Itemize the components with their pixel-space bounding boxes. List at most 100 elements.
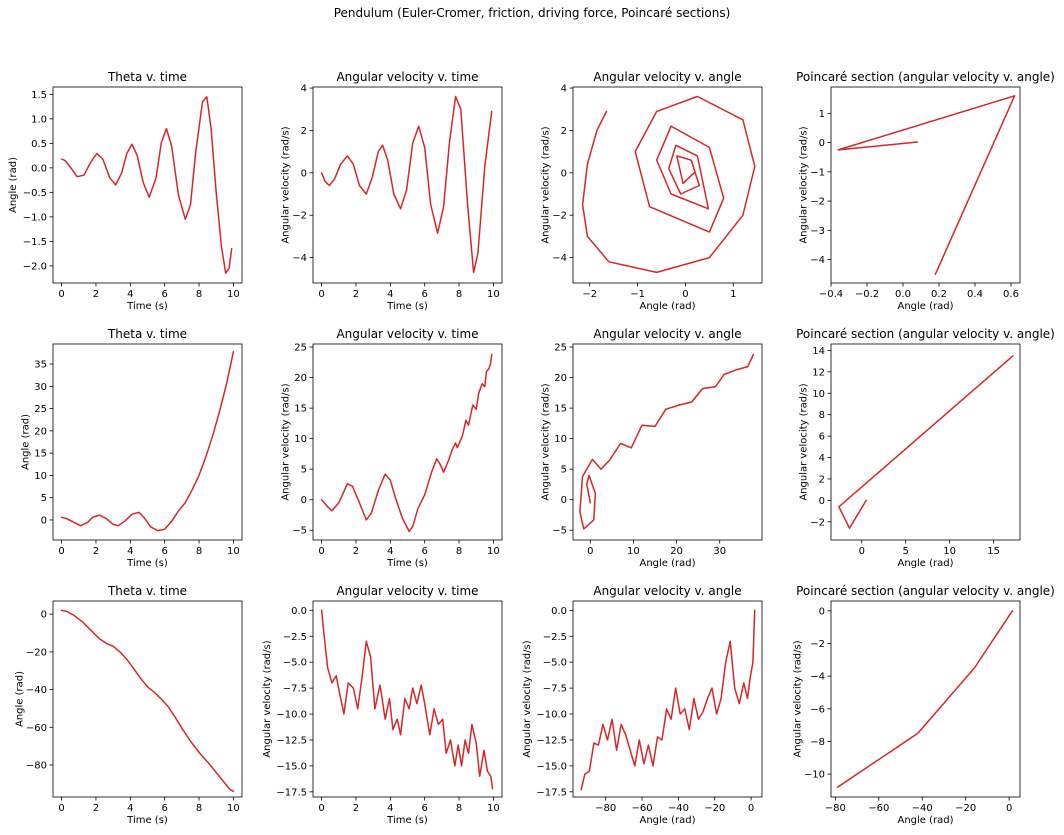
x-axis-label: Angle (rad) bbox=[639, 558, 695, 569]
x-tick-label: 4 bbox=[127, 803, 133, 814]
y-tick-label: −2 bbox=[292, 211, 307, 222]
y-axis-label: Angular velocity (rad/s) bbox=[541, 383, 552, 500]
x-tick-label: 0 bbox=[58, 803, 64, 814]
axes-frame bbox=[312, 600, 503, 798]
series-line bbox=[580, 609, 756, 791]
y-tick-label: −4 bbox=[292, 253, 307, 264]
y-tick-label: 0 bbox=[819, 606, 825, 617]
y-tick-label: 0 bbox=[561, 495, 567, 506]
x-tick-label: 5 bbox=[903, 546, 909, 557]
y-tick-label: 10 bbox=[294, 434, 307, 445]
y-tick-label: −7.5 bbox=[543, 684, 567, 695]
y-tick-label: 0 bbox=[301, 168, 307, 179]
y-tick-label: 4 bbox=[301, 84, 307, 95]
y-tick-label: 5 bbox=[41, 493, 47, 504]
axes-frame bbox=[52, 343, 243, 541]
subplot-title: Poincaré section (angular velocity v. an… bbox=[796, 327, 1055, 341]
subplot-title: Angular velocity v. time bbox=[336, 70, 478, 84]
x-tick-label: −40 bbox=[668, 803, 689, 814]
y-tick-label: 0.0 bbox=[551, 606, 567, 617]
y-tick-label: 5 bbox=[561, 465, 567, 476]
subplot-2-4: 0 5 10 15 −2 0 2 4 6 8 10 12 14 Poincaré section (ang… bbox=[796, 327, 1055, 569]
x-axis-label: Time (s) bbox=[126, 558, 168, 569]
x-tick-label: 10 bbox=[627, 546, 640, 557]
y-tick-label: 0 bbox=[819, 138, 825, 149]
y-tick-label: 10 bbox=[812, 389, 825, 400]
x-axis-label: Time (s) bbox=[386, 301, 428, 312]
y-tick-label: 0 bbox=[819, 496, 825, 507]
y-tick-label: 2 bbox=[561, 126, 567, 137]
x-tick-label: 10 bbox=[227, 289, 240, 300]
series-line bbox=[579, 353, 755, 530]
y-tick-label: −17.5 bbox=[276, 787, 307, 798]
y-tick-label: −5.0 bbox=[543, 658, 567, 669]
subplot-1-1: 0 2 4 6 8 10 −2.0 −1.5 −1.0 −0.5 0.0 0.5 1.0 1.5 Theta… bbox=[8, 70, 243, 312]
x-tick-label: 6 bbox=[161, 546, 167, 557]
x-tick-label: −20 bbox=[955, 803, 976, 814]
y-tick-label: 30 bbox=[34, 382, 47, 393]
x-tick-label: 8 bbox=[456, 289, 462, 300]
subplot-1-4: −0.4 −0.2 0.0 0.2 0.4 0.6 −4 −3 −2 −1 0 1 Poincaré s… bbox=[796, 70, 1055, 312]
y-tick-label: 14 bbox=[812, 346, 825, 357]
figure-title: Pendulum (Euler-Cromer, friction, drivin… bbox=[333, 6, 731, 20]
x-tick-label: 4 bbox=[127, 289, 133, 300]
x-axis-label: Time (s) bbox=[126, 815, 168, 826]
y-tick-label: 20 bbox=[554, 373, 567, 384]
x-axis-label: Angle (rad) bbox=[897, 558, 953, 569]
x-tick-label: 0 bbox=[318, 803, 324, 814]
y-tick-label: 0 bbox=[561, 168, 567, 179]
subplot-title: Angular velocity v. angle bbox=[593, 327, 741, 341]
y-tick-label: 1.5 bbox=[31, 90, 47, 101]
x-tick-label: 6 bbox=[421, 289, 427, 300]
y-tick-label: −5 bbox=[552, 526, 567, 537]
series-line bbox=[320, 95, 493, 274]
series-line bbox=[581, 95, 756, 274]
axes-frame bbox=[572, 86, 763, 284]
y-tick-label: −5.0 bbox=[283, 658, 307, 669]
x-tick-label: 0 bbox=[682, 289, 688, 300]
x-tick-label: 0.2 bbox=[931, 289, 947, 300]
y-tick-label: −20 bbox=[26, 647, 47, 658]
y-tick-label: −4 bbox=[810, 255, 825, 266]
axes-frame bbox=[830, 86, 1021, 284]
y-tick-label: −7.5 bbox=[283, 684, 307, 695]
subplot-1-2: 0 2 4 6 8 10 −4 −2 0 2 4 Angular velocity v. time Ti… bbox=[281, 70, 503, 312]
subplot-title: Theta v. time bbox=[107, 327, 187, 341]
y-tick-label: 15 bbox=[294, 404, 307, 415]
x-axis-label: Time (s) bbox=[126, 301, 168, 312]
y-tick-label: −5 bbox=[292, 526, 307, 537]
x-tick-label: −60 bbox=[632, 803, 653, 814]
subplot-title: Angular velocity v. angle bbox=[593, 70, 741, 84]
x-tick-label: 0 bbox=[318, 546, 324, 557]
x-tick-label: −40 bbox=[912, 803, 933, 814]
x-tick-label: 8 bbox=[196, 803, 202, 814]
x-tick-label: 20 bbox=[670, 546, 683, 557]
y-tick-label: −2 bbox=[810, 517, 825, 528]
x-tick-label: 4 bbox=[387, 803, 393, 814]
axes-frame bbox=[572, 343, 763, 541]
y-tick-label: 2 bbox=[819, 474, 825, 485]
axes-frame bbox=[52, 600, 243, 798]
x-axis-label: Angle (rad) bbox=[639, 815, 695, 826]
x-tick-label: 10 bbox=[227, 546, 240, 557]
x-tick-label: 4 bbox=[387, 289, 393, 300]
y-tick-label: −2 bbox=[810, 197, 825, 208]
x-tick-label: −0.2 bbox=[855, 289, 879, 300]
x-tick-label: 10 bbox=[943, 546, 956, 557]
subplot-2-3: 0 10 20 30 −5 0 5 10 15 20 25 Angular velocity v. a… bbox=[541, 327, 763, 569]
y-tick-label: 1.0 bbox=[31, 114, 47, 125]
y-tick-label: 15 bbox=[554, 404, 567, 415]
y-axis-label: Angular velocity (rad/s) bbox=[281, 383, 292, 500]
x-tick-label: −80 bbox=[595, 803, 616, 814]
x-tick-label: −1 bbox=[630, 289, 645, 300]
subplot-title: Poincaré section (angular velocity v. an… bbox=[796, 70, 1055, 84]
series-line bbox=[838, 355, 1014, 529]
y-tick-label: −2.5 bbox=[283, 632, 307, 643]
series-line bbox=[60, 96, 233, 274]
x-tick-label: 8 bbox=[456, 803, 462, 814]
y-tick-label: −2 bbox=[810, 639, 825, 650]
subplot-title: Angular velocity v. angle bbox=[593, 584, 741, 598]
y-axis-label: Angular velocity (rad/s) bbox=[541, 126, 552, 243]
